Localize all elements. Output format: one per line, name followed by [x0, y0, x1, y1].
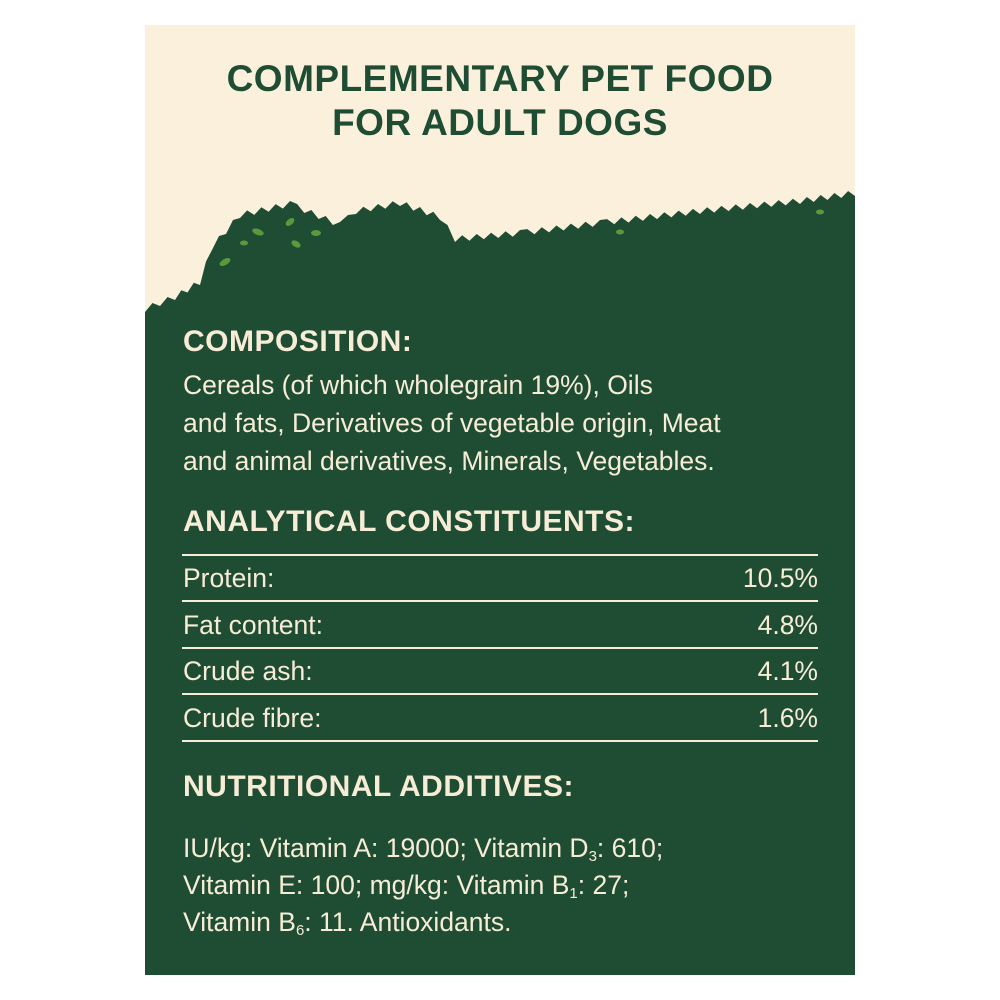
text-line: Vitamin E: 100; mg/kg: Vitamin B1: 27; — [183, 870, 629, 902]
table-rules — [182, 554, 818, 742]
text-part: Vitamin B — [183, 907, 296, 937]
text-part: Vitamin E: 100; mg/kg: Vitamin B — [183, 870, 570, 900]
text-part: : 610; — [596, 833, 664, 863]
subscript: 1 — [569, 885, 578, 902]
row-label: Fat content: — [183, 609, 323, 640]
text-part: : 11. Antioxidants. — [304, 907, 512, 937]
subscript: 3 — [588, 848, 597, 865]
title: FOR ADULT DOGS — [332, 102, 668, 143]
text-part: IU/kg: Vitamin A: 19000; Vitamin D — [183, 833, 589, 863]
text-line: and fats, Derivatives of vegetable origi… — [183, 408, 721, 438]
row-value: 10.5% — [742, 563, 818, 593]
heading: NUTRITIONAL ADDITIVES: — [183, 770, 574, 803]
text-line: Vitamin B6: 11. Antioxidants. — [183, 907, 512, 939]
text-line: and animal derivatives, Minerals, Vegeta… — [183, 446, 715, 476]
subscript: 6 — [295, 922, 305, 939]
row-value: 4.1% — [757, 656, 818, 686]
row-label: Crude ash: — [183, 656, 313, 686]
text-line: Cereals (of which wholegrain 19%), Oils — [183, 370, 653, 400]
leaves — [219, 209, 824, 266]
heading: ANALYTICAL CONSTITUENTS: — [183, 505, 636, 538]
row-value: 1.6% — [757, 702, 818, 733]
row-label: Crude fibre: — [183, 702, 322, 733]
green-foliage — [145, 191, 855, 975]
text-part: : 27; — [577, 870, 630, 900]
title: COMPLEMENTARY PET FOOD — [226, 58, 774, 99]
text-line: IU/kg: Vitamin A: 19000; Vitamin D3: 610… — [183, 833, 663, 865]
heading: COMPOSITION: — [183, 325, 413, 358]
row-label: Protein: — [183, 563, 275, 593]
row-value: 4.8% — [757, 609, 818, 640]
